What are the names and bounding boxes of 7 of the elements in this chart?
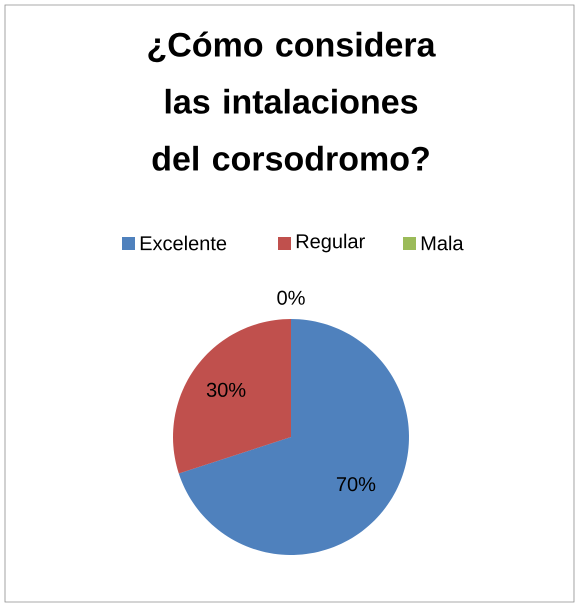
legend-label: Mala [422,236,464,250]
data-label: 70% [336,477,376,492]
text: 0% [277,290,305,305]
chart-title: ¿Cómo considera las intalaciones del corsodromo? [148,32,436,171]
data-label: 30% [206,382,246,397]
legend-label: Excelente [140,236,226,250]
legend-label: Regular [296,234,365,252]
